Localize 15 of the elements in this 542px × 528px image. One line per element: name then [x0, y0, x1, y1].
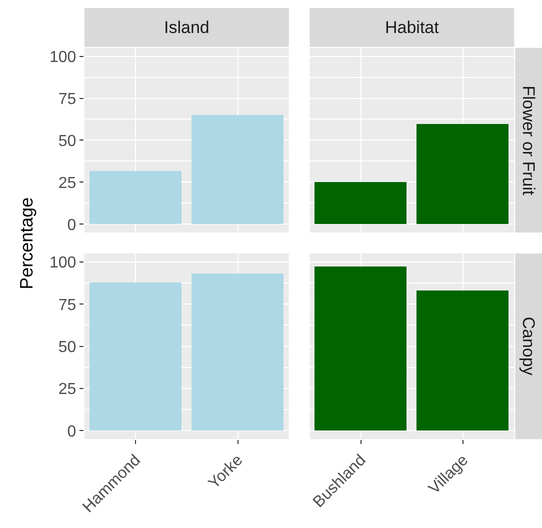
- y-tick-label: 50: [58, 132, 76, 150]
- chart-title: Habitat: [385, 18, 440, 37]
- y-tick-label: 75: [58, 296, 76, 314]
- y-axis-title: Percentage: [16, 197, 36, 290]
- y-tick-label: 100: [50, 48, 76, 66]
- text: Flower or Fruit: [518, 86, 538, 196]
- y-tick-label: 0: [67, 423, 76, 440]
- y-tick-label: 75: [58, 90, 76, 108]
- y-tick-label: 100: [50, 254, 76, 272]
- text: Canopy: [518, 316, 538, 376]
- y-tick-label: 0: [67, 216, 76, 234]
- y-tick-label: 25: [58, 174, 76, 192]
- y-tick-label: 25: [58, 381, 76, 398]
- y-tick-label: 50: [58, 338, 76, 356]
- chart-title: Island: [164, 18, 210, 37]
